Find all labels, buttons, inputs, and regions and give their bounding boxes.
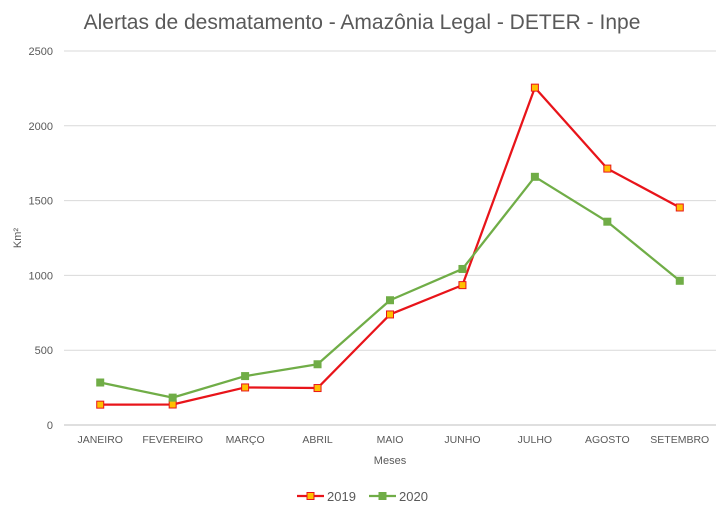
series-2020: [96, 172, 684, 402]
y-axis-label: Km²: [12, 228, 24, 249]
data-point: [241, 372, 250, 381]
data-point: [603, 164, 612, 173]
y-tick-label: 500: [35, 345, 53, 357]
data-point: [313, 384, 322, 393]
legend-label: 2020: [399, 489, 428, 504]
y-tick-label: 2500: [29, 46, 53, 58]
x-tick-label: AGOSTO: [585, 434, 630, 446]
data-point: [96, 400, 105, 409]
data-point: [168, 400, 177, 409]
legend-item-2020: 2020: [369, 489, 428, 504]
data-point: [168, 393, 177, 402]
data-point: [313, 360, 322, 369]
data-point: [530, 83, 539, 92]
series-2019: [96, 83, 684, 409]
y-tick-label: 1500: [29, 196, 53, 208]
data-point: [675, 276, 684, 285]
series-line: [100, 86, 681, 406]
data-point: [458, 281, 467, 290]
legend-item-2019: 2019: [297, 489, 356, 504]
legend-label: 2019: [327, 489, 356, 504]
data-point: [386, 310, 394, 319]
y-tick-label: 1000: [29, 270, 53, 282]
legend-marker: [378, 492, 387, 500]
data-point: [241, 383, 250, 392]
x-tick-label: JANEIRO: [77, 434, 123, 446]
x-tick-label: MARÇO: [226, 434, 265, 446]
x-tick-label: FEVEREIRO: [142, 434, 203, 446]
x-axis-label: Meses: [374, 455, 407, 467]
data-point: [96, 378, 105, 387]
y-tick-label: 2000: [29, 121, 53, 133]
series-line: [99, 175, 681, 399]
x-tick-label: JUNHO: [444, 434, 480, 446]
legend-marker: [306, 492, 315, 500]
data-point: [458, 264, 467, 273]
data-point: [603, 217, 612, 226]
y-tick-label: 0: [47, 420, 53, 432]
x-tick-label: ABRIL: [302, 434, 333, 446]
x-tick-label: SETEMBRO: [650, 434, 709, 446]
x-tick-label: MAIO: [377, 434, 404, 446]
data-point: [675, 203, 684, 212]
chart-title: Alertas de desmatamento - Amazônia Legal…: [84, 11, 641, 34]
x-tick-label: JULHO: [518, 434, 552, 446]
data-point: [386, 296, 394, 305]
data-point: [530, 172, 539, 181]
